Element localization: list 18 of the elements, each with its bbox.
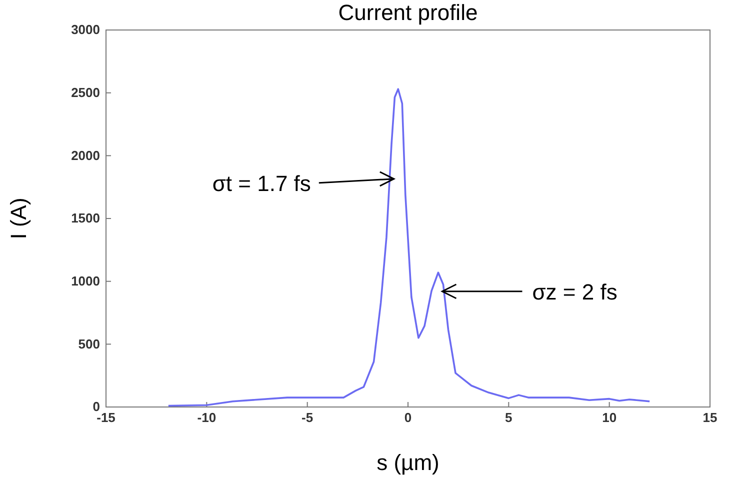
y-tick-label: 3000 [71, 22, 100, 38]
line-series [168, 88, 650, 407]
y-tick-label: 500 [78, 336, 100, 352]
y-tick-label: 2500 [71, 84, 100, 100]
annotation: σz = 2 fs [532, 279, 618, 304]
x-tick-label: 0 [404, 410, 412, 426]
annotation: σt = 1.7 fs [212, 170, 311, 196]
x-tick-label: -10 [197, 410, 216, 426]
y-tick-label: 1000 [71, 273, 100, 288]
y-tick-label: 1500 [71, 210, 100, 226]
y-axis-title: I (A) [6, 198, 31, 240]
x-tick-label: 5 [505, 410, 512, 426]
y-tick-label: 2000 [71, 148, 100, 163]
x-tick-label: 15 [702, 410, 718, 426]
chart-title: Current profile [338, 0, 478, 25]
x-axis-title: s (µm) [376, 450, 440, 475]
x-tick-label: -5 [302, 410, 314, 426]
x-tick-label: 10 [602, 410, 617, 426]
